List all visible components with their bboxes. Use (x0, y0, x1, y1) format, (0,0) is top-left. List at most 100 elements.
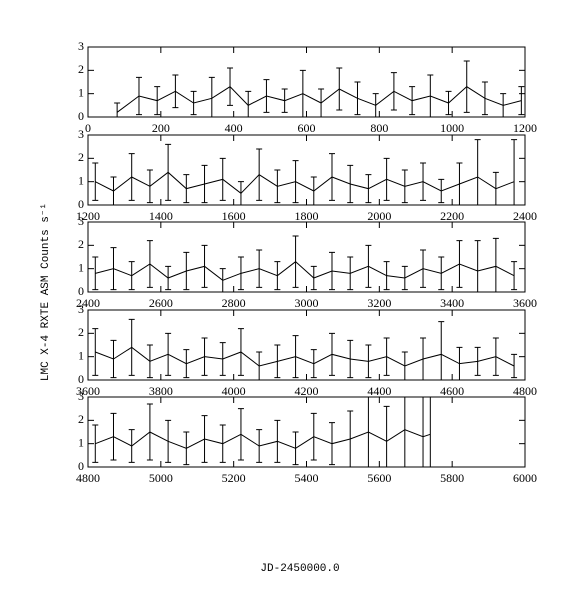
error-bar (92, 424, 99, 463)
x-tick-label: 2400 (513, 209, 537, 223)
error-bar (128, 153, 135, 201)
error-bar (420, 249, 427, 288)
error-bar (383, 405, 390, 467)
error-bar (110, 339, 117, 379)
y-tick-label: 1 (78, 85, 84, 99)
error-bar (383, 261, 390, 291)
error-bar (92, 162, 99, 201)
error-bar (183, 251, 190, 291)
error-bar (190, 90, 197, 116)
error-bar (401, 265, 408, 291)
error-bar (456, 240, 463, 288)
error-bar (492, 237, 499, 292)
x-tick-label: 5600 (367, 471, 391, 485)
error-bar (347, 164, 354, 204)
x-tick-label: 5200 (222, 471, 246, 485)
error-bar (318, 88, 325, 117)
error-bar (456, 162, 463, 205)
error-bar (427, 397, 434, 467)
error-bar (372, 93, 379, 117)
x-tick-label: 4800 (513, 384, 537, 398)
error-bar (292, 160, 299, 204)
error-bar (438, 178, 445, 204)
error-bar (500, 93, 507, 117)
y-tick-label: 3 (78, 127, 84, 141)
x-tick-label: 2000 (367, 209, 391, 223)
error-bar (401, 351, 408, 380)
error-bar (183, 174, 190, 204)
x-tick-label: 5000 (149, 471, 173, 485)
panel: 0 1 2 3 1200 1400 1600 1800 2000 2200 2400 (76, 127, 537, 223)
error-bar (292, 235, 299, 288)
panel: 0 1 2 3 2400 2600 2800 3000 3200 3400 3600 (76, 214, 537, 310)
error-bar (128, 318, 135, 376)
y-tick-label: 1 (78, 260, 84, 274)
panel: 0 1 2 3 4800 5000 5200 5400 5600 5800 6000 (76, 389, 537, 485)
error-bar (281, 88, 288, 113)
x-tick-label: 1800 (295, 209, 319, 223)
error-bar (420, 162, 427, 201)
y-tick-label: 3 (78, 39, 84, 53)
error-bar (256, 249, 263, 288)
error-bar (165, 143, 172, 201)
y-tick-label: 3 (78, 214, 84, 228)
x-tick-label: 6000 (513, 471, 537, 485)
error-bar (299, 69, 306, 117)
error-bar (354, 81, 361, 116)
error-bar (365, 344, 372, 379)
error-bar (154, 86, 161, 116)
y-tick-label: 1 (78, 435, 84, 449)
error-bar (365, 244, 372, 288)
error-bar (404, 397, 406, 467)
error-bar (110, 176, 117, 205)
error-bar (409, 86, 416, 116)
error-bar (146, 344, 153, 379)
y-axis-label: LMC X-4 RXTE ASM Counts s⁻¹ (40, 203, 52, 381)
error-bar (219, 157, 226, 201)
error-bar (237, 181, 244, 205)
error-bar (263, 79, 270, 113)
error-bar (474, 139, 481, 205)
x-tick-label: 3800 (149, 384, 173, 398)
error-bar (274, 261, 281, 291)
error-bar (183, 349, 190, 379)
x-tick-label: 1600 (222, 209, 246, 223)
plot-frame (87, 396, 526, 468)
error-bar (445, 90, 452, 116)
data-layer (92, 139, 518, 205)
plot-frame (87, 46, 526, 118)
x-tick-label: 0 (85, 121, 91, 135)
error-bar (92, 256, 99, 291)
x-tick-label: 4600 (440, 384, 464, 398)
y-tick-label: 2 (78, 237, 84, 251)
error-bar (201, 244, 208, 288)
x-tick-label: 4800 (76, 471, 100, 485)
error-bar (336, 67, 343, 111)
error-bar (383, 337, 390, 376)
x-tick-label: 400 (225, 121, 243, 135)
error-bar (401, 169, 408, 204)
error-bar (256, 429, 263, 463)
y-tick-label: 3 (78, 389, 84, 403)
error-bar (237, 328, 244, 376)
x-tick-label: 600 (298, 121, 316, 135)
error-bar (274, 344, 281, 379)
error-bar (165, 419, 172, 463)
error-bar (208, 76, 215, 117)
error-bar (328, 251, 335, 291)
error-bar (383, 157, 390, 201)
data-layer (92, 318, 518, 380)
x-tick-label: 5800 (440, 471, 464, 485)
x-tick-label: 2200 (440, 209, 464, 223)
error-bar (347, 339, 354, 379)
error-bar (201, 337, 208, 376)
error-bar (518, 86, 525, 116)
error-bar (427, 74, 434, 117)
light-curve (95, 429, 431, 449)
error-bar (463, 60, 470, 113)
panel: 0 1 2 3 0 200 400 600 800 1000 1200 (78, 39, 537, 135)
error-bar (237, 408, 244, 461)
error-bar (219, 268, 226, 292)
error-bar (310, 265, 317, 291)
y-tick-label: 3 (78, 302, 84, 316)
